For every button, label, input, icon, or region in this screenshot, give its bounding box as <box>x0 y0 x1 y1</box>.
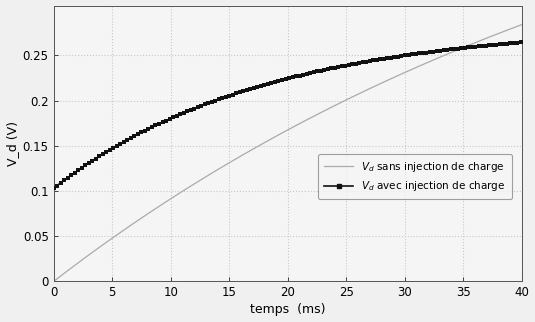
Legend: $V_d$ sans injection de charge, $V_d$ avec injection de charge: $V_d$ sans injection de charge, $V_d$ av… <box>318 154 512 199</box>
V_d avec injection de charge <box>505 42 511 45</box>
V_d sans injection de charge <box>391 75 397 79</box>
V_d avec injection de charge <box>519 40 525 44</box>
Line: V_d sans injection de charge: V_d sans injection de charge <box>54 24 522 281</box>
X-axis label: temps  (ms): temps (ms) <box>250 303 325 317</box>
V_d sans injection de charge <box>50 279 57 283</box>
V_d sans injection de charge <box>505 28 511 32</box>
Line: V_d avec injection de charge: V_d avec injection de charge <box>51 40 524 191</box>
V_d sans injection de charge <box>247 149 254 153</box>
V_d avec injection de charge <box>50 186 57 190</box>
V_d avec injection de charge <box>273 80 279 83</box>
V_d sans injection de charge <box>519 23 525 26</box>
V_d sans injection de charge <box>273 134 279 138</box>
V_d avec injection de charge <box>251 86 257 90</box>
V_d sans injection de charge <box>481 37 487 41</box>
V_d avec injection de charge <box>391 55 397 59</box>
V_d sans injection de charge <box>251 147 257 150</box>
V_d avec injection de charge <box>481 44 487 48</box>
Y-axis label: V_d (V): V_d (V) <box>5 121 19 166</box>
V_d avec injection de charge <box>247 87 254 91</box>
